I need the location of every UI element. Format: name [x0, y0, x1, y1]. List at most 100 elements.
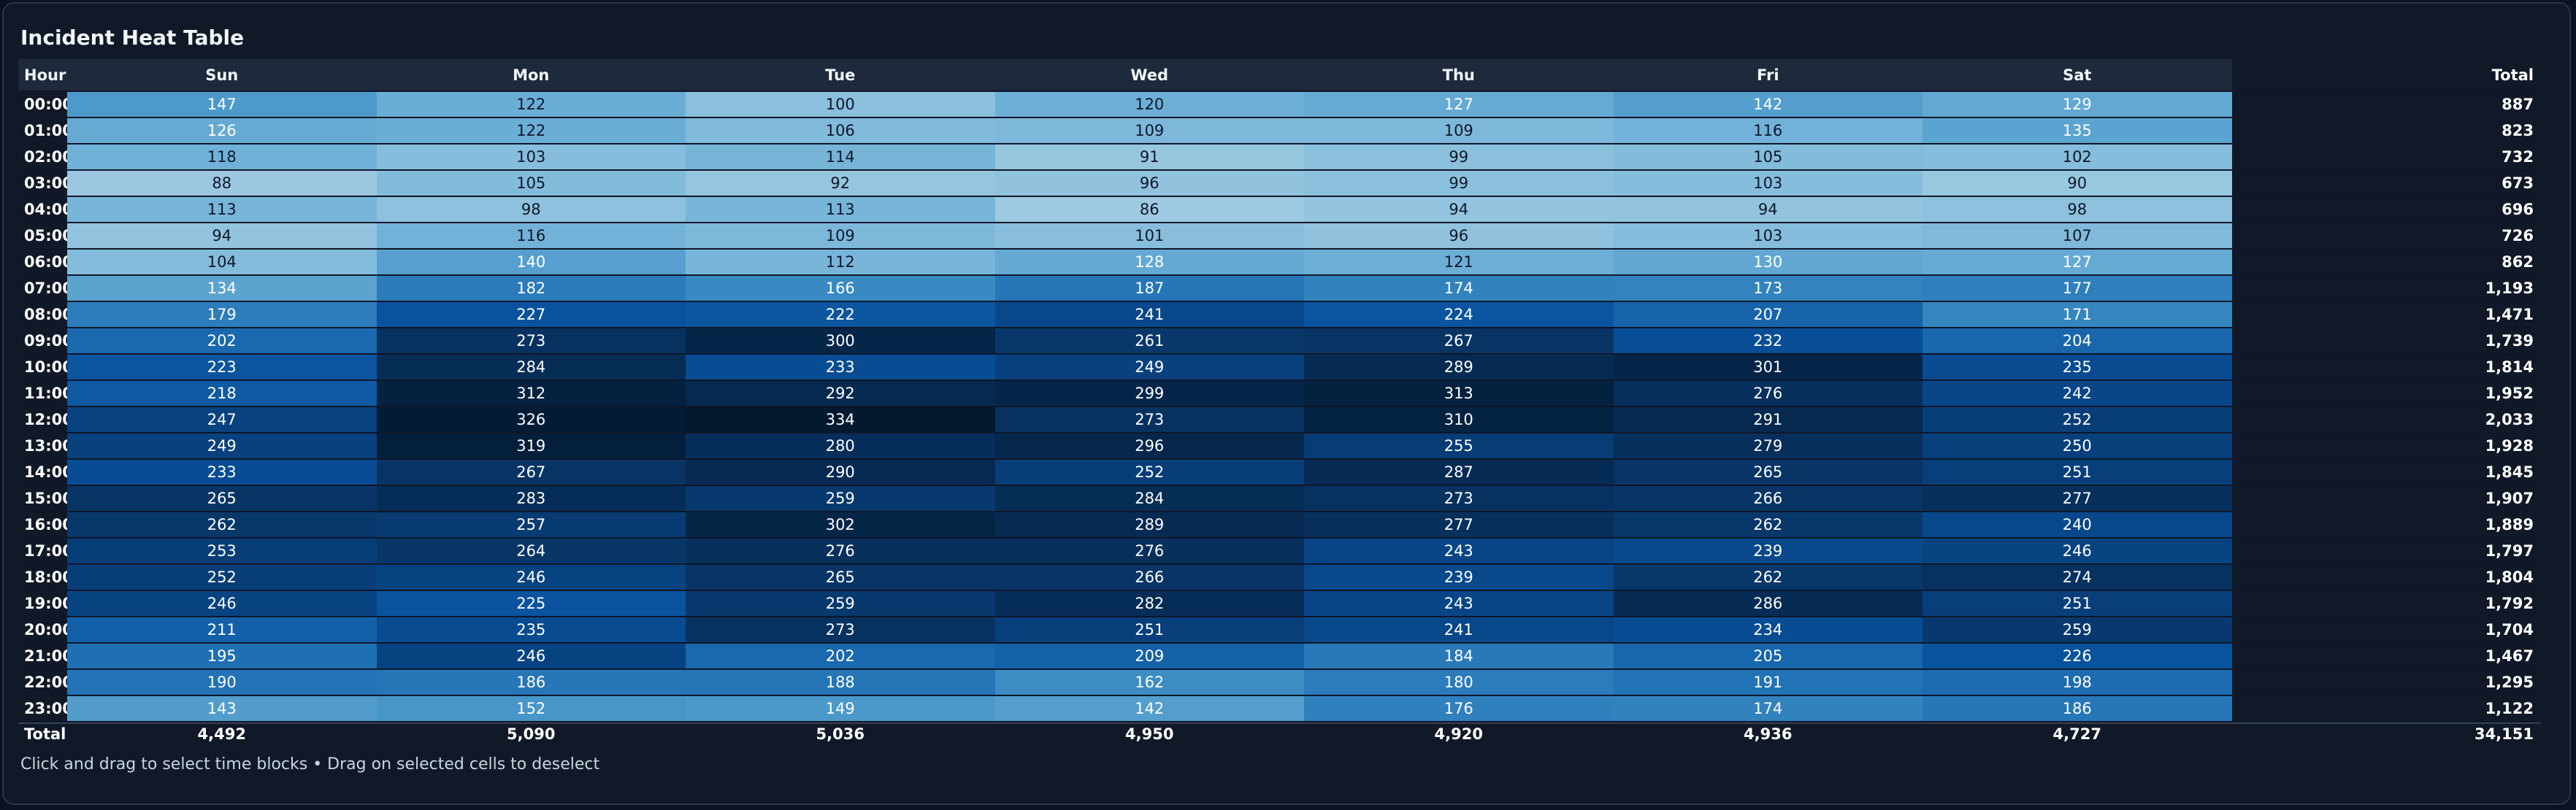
heat-cell: 103	[1613, 171, 1923, 197]
heat-cell: 149	[686, 696, 995, 722]
heat-cell: 251	[994, 617, 1304, 644]
heat-cell: 126	[67, 118, 377, 144]
heat-cell: 91	[994, 144, 1304, 171]
heat-cell: 195	[67, 644, 377, 670]
row-total: 1,889	[2231, 512, 2541, 539]
heat-cell: 176	[1304, 696, 1614, 722]
heat-cell: 130	[1613, 250, 1923, 276]
row-total: 1,952	[2231, 381, 2541, 407]
heat-cell: 290	[686, 460, 995, 486]
heat-cell: 296	[994, 433, 1304, 460]
hour-label: 11:00	[18, 381, 73, 407]
heat-cell: 104	[67, 250, 377, 276]
heat-cell: 251	[1923, 591, 2232, 617]
row-total: 1,928	[2231, 433, 2541, 460]
row-total: 673	[2231, 171, 2541, 197]
heat-cell: 177	[1923, 276, 2232, 302]
heat-cell: 302	[686, 512, 995, 539]
heat-cell: 252	[994, 460, 1304, 486]
column-header: Total	[2231, 59, 2541, 92]
heat-cell: 190	[67, 670, 377, 696]
heat-cell: 247	[67, 407, 377, 433]
heat-cell: 122	[376, 118, 686, 144]
hour-label: 00:00	[18, 92, 73, 118]
heat-cell: 99	[1304, 171, 1614, 197]
heat-cell: 326	[376, 407, 686, 433]
row-total: 862	[2231, 250, 2541, 276]
heat-cell: 273	[686, 617, 995, 644]
column-total: 4,936	[1613, 722, 1923, 744]
heat-cell: 186	[1923, 696, 2232, 722]
heat-cell: 118	[67, 144, 377, 171]
hour-label: 22:00	[18, 670, 73, 696]
heat-cell: 90	[1923, 171, 2232, 197]
heat-cell: 252	[1923, 407, 2232, 433]
heat-cell: 292	[686, 381, 995, 407]
heat-cell: 267	[1304, 328, 1614, 355]
heat-cell: 209	[994, 644, 1304, 670]
heat-cell: 300	[686, 328, 995, 355]
heat-cell: 112	[686, 250, 995, 276]
heat-cell: 103	[376, 144, 686, 171]
hour-label: 17:00	[18, 539, 73, 565]
heat-cell: 211	[67, 617, 377, 644]
heat-cell: 174	[1304, 276, 1614, 302]
heat-cell: 235	[1923, 355, 2232, 381]
heat-cell: 243	[1304, 539, 1614, 565]
heat-cell: 225	[376, 591, 686, 617]
heat-cell: 186	[376, 670, 686, 696]
heat-cell: 279	[1613, 433, 1923, 460]
heat-cell: 218	[67, 381, 377, 407]
heat-cell: 242	[1923, 381, 2232, 407]
heat-cell: 202	[67, 328, 377, 355]
hour-label: 19:00	[18, 591, 73, 617]
column-header: Sun	[67, 59, 377, 92]
heat-cell: 284	[994, 486, 1304, 512]
heat-cell: 259	[1923, 617, 2232, 644]
hour-label: 16:00	[18, 512, 73, 539]
heat-cell: 251	[1923, 460, 2232, 486]
heat-cell: 243	[1304, 591, 1614, 617]
heat-cell: 301	[1613, 355, 1923, 381]
row-total: 1,792	[2231, 591, 2541, 617]
hint: Click and drag to select time blocks • D…	[20, 755, 600, 774]
heat-cell: 259	[686, 591, 995, 617]
heat-cell: 122	[376, 92, 686, 118]
heat-cell: 262	[67, 512, 377, 539]
heat-cell: 99	[1304, 144, 1614, 171]
column-total: 5,090	[376, 722, 686, 744]
heat-cell: 109	[686, 223, 995, 250]
heat-cell: 103	[1613, 223, 1923, 250]
heat-cell: 224	[1304, 302, 1614, 328]
heat-cell: 310	[1304, 407, 1614, 433]
heat-cell: 276	[994, 539, 1304, 565]
heat-cell: 182	[376, 276, 686, 302]
heat-cell: 246	[1923, 539, 2232, 565]
heat-cell: 250	[1923, 433, 2232, 460]
heat-cell: 287	[1304, 460, 1614, 486]
heat-cell: 273	[994, 407, 1304, 433]
heat-cell: 207	[1613, 302, 1923, 328]
heat-cell: 88	[67, 171, 377, 197]
heat-cell: 265	[686, 565, 995, 591]
column-header: Fri	[1613, 59, 1923, 92]
heat-cell: 188	[686, 670, 995, 696]
heat-cell: 96	[1304, 223, 1614, 250]
row-total: 1,471	[2231, 302, 2541, 328]
heat-cell: 232	[1613, 328, 1923, 355]
heat-cell: 233	[686, 355, 995, 381]
row-total: 1,295	[2231, 670, 2541, 696]
heat-cell: 129	[1923, 92, 2232, 118]
hour-label: 20:00	[18, 617, 73, 644]
heat-cell: 116	[1613, 118, 1923, 144]
heat-cell: 162	[994, 670, 1304, 696]
row-total: 696	[2231, 197, 2541, 223]
heat-cell: 113	[686, 197, 995, 223]
heat-cell: 266	[1613, 486, 1923, 512]
hour-label: 21:00	[18, 644, 73, 670]
row-total: 1,122	[2231, 696, 2541, 722]
heat-cell: 259	[686, 486, 995, 512]
row-total: 1,907	[2231, 486, 2541, 512]
row-total: 726	[2231, 223, 2541, 250]
